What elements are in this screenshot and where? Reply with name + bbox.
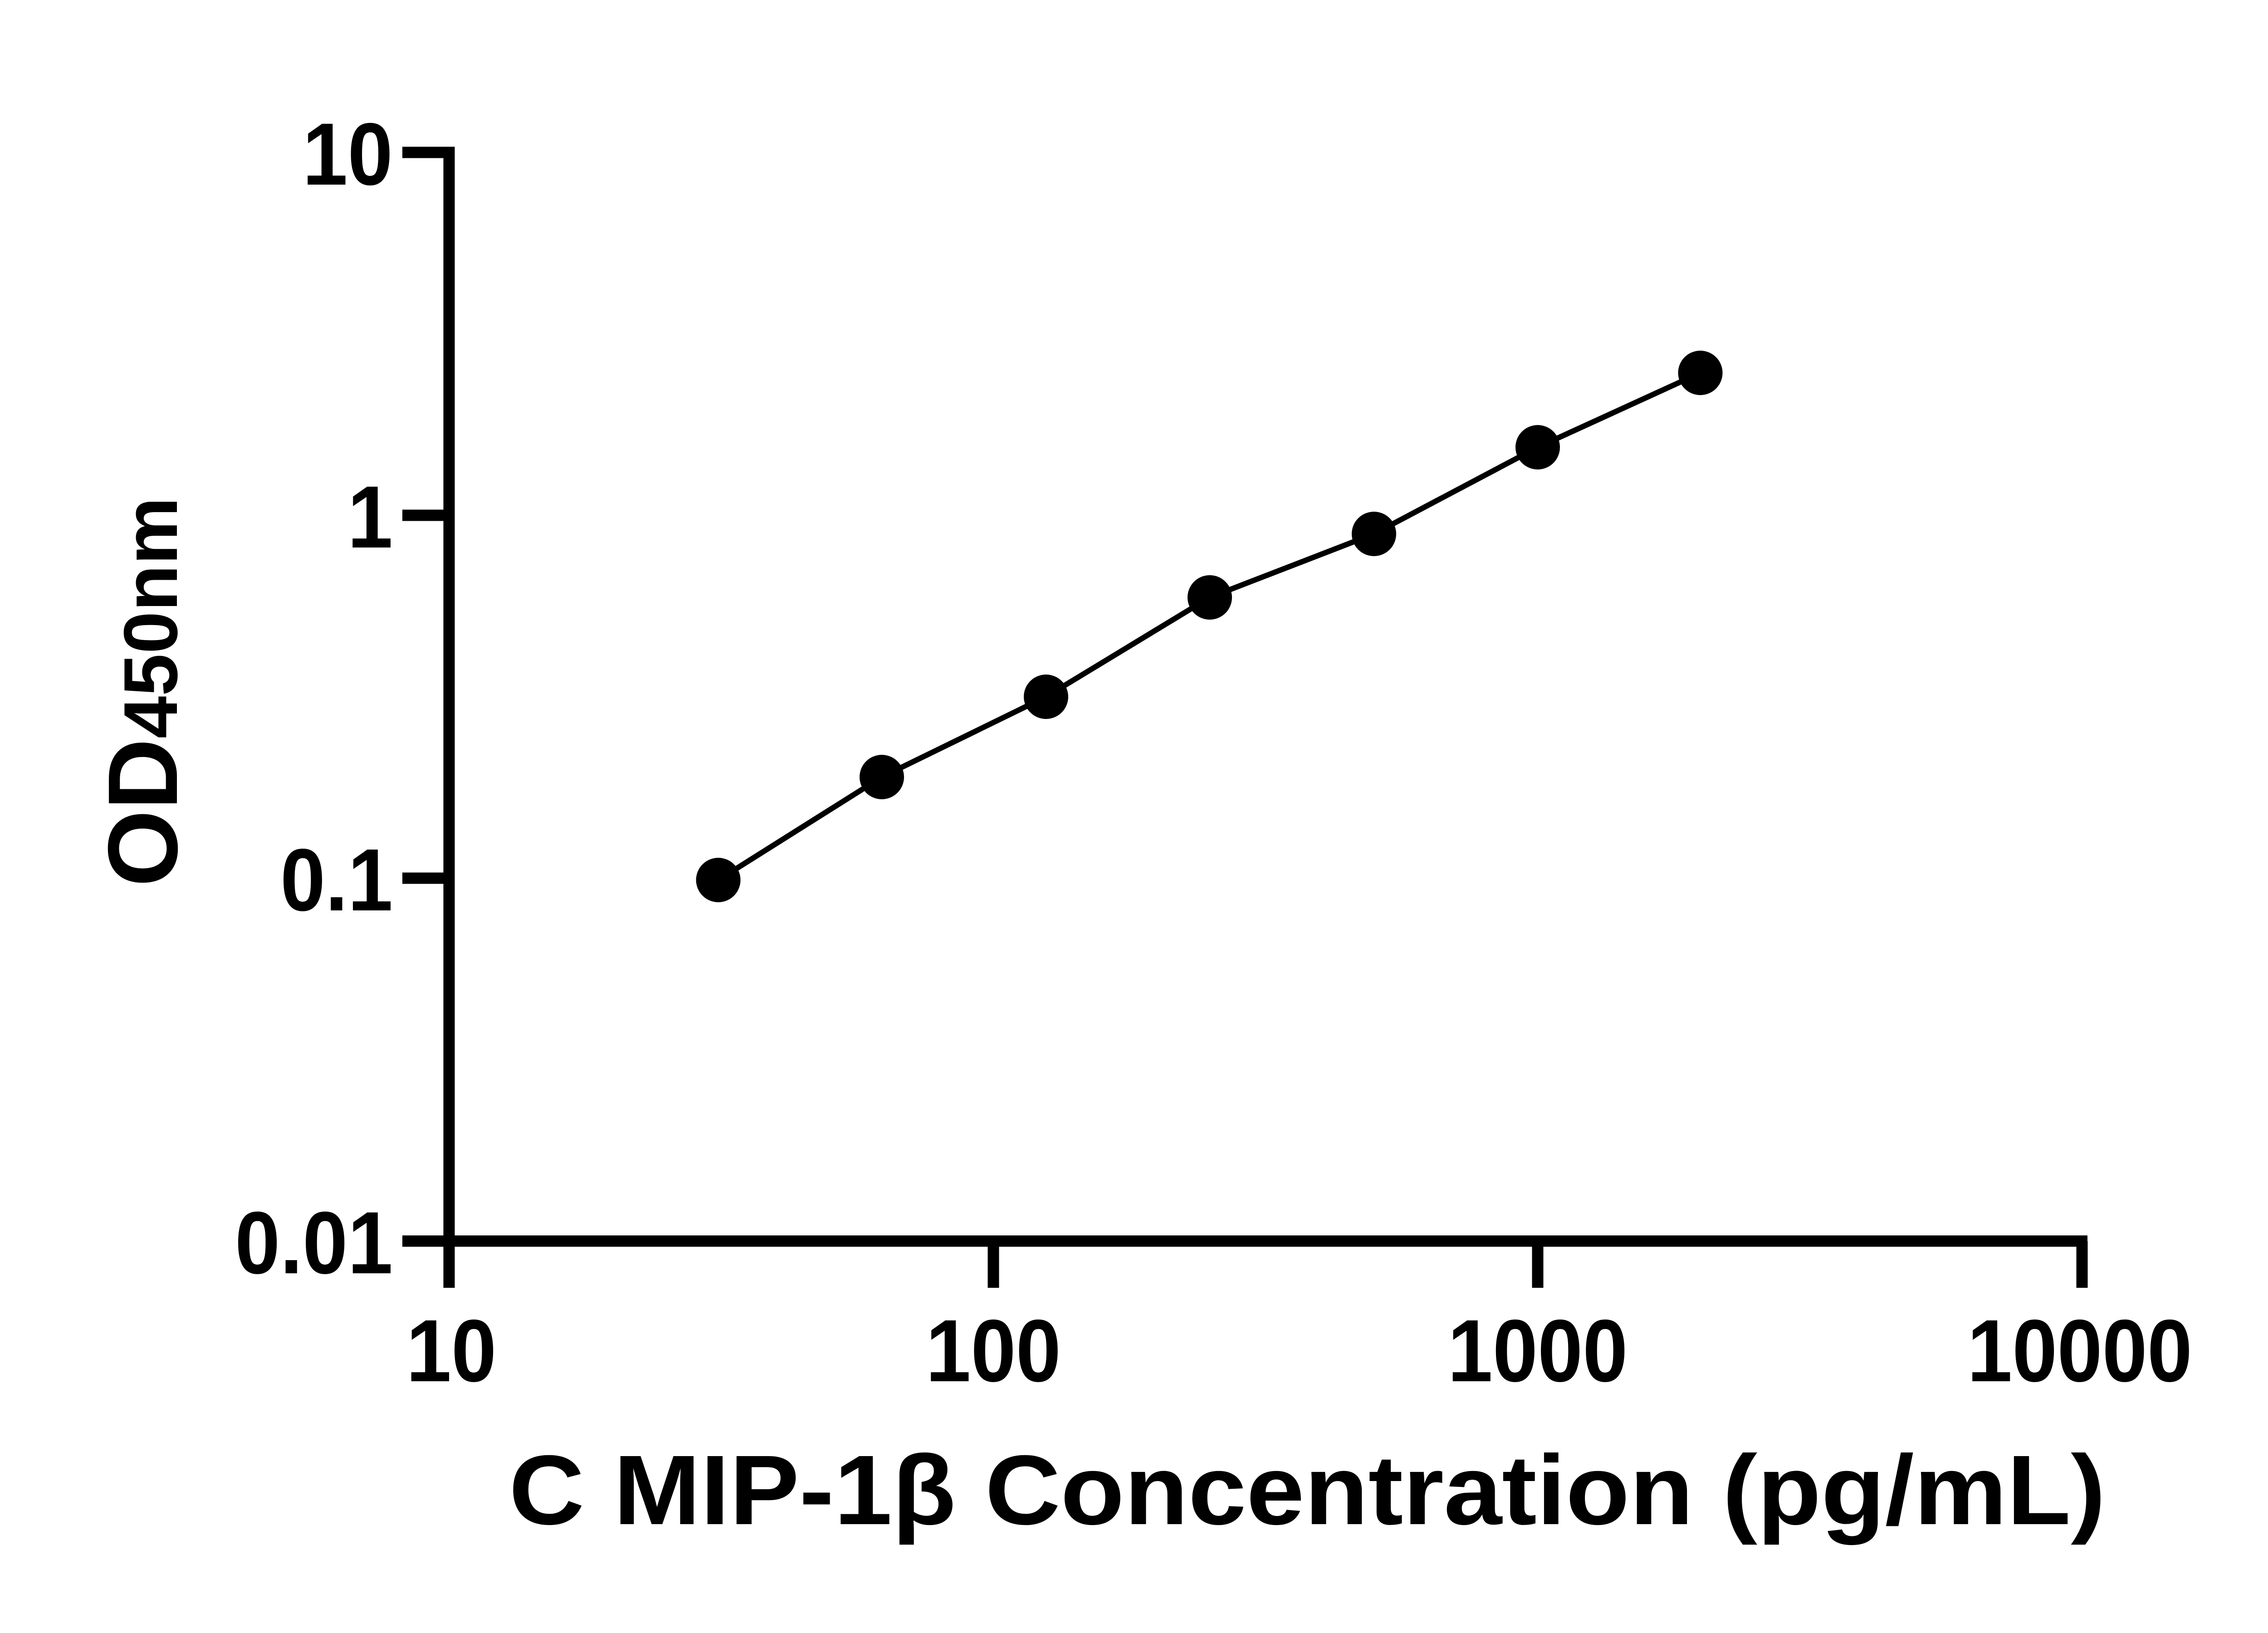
svg-text:OD450nm: OD450nm xyxy=(88,497,198,887)
svg-text:1000: 1000 xyxy=(1448,1301,1628,1400)
svg-text:0.1: 0.1 xyxy=(280,831,393,929)
svg-text:10000: 10000 xyxy=(1967,1301,2192,1400)
svg-text:10: 10 xyxy=(406,1301,497,1400)
svg-text:C MIP-1β Concentration (pg/mL): C MIP-1β Concentration (pg/mL) xyxy=(509,1435,2106,1545)
svg-text:0.01: 0.01 xyxy=(235,1193,393,1292)
svg-text:1: 1 xyxy=(347,468,393,567)
svg-text:10: 10 xyxy=(303,105,393,204)
svg-text:100: 100 xyxy=(926,1301,1061,1400)
